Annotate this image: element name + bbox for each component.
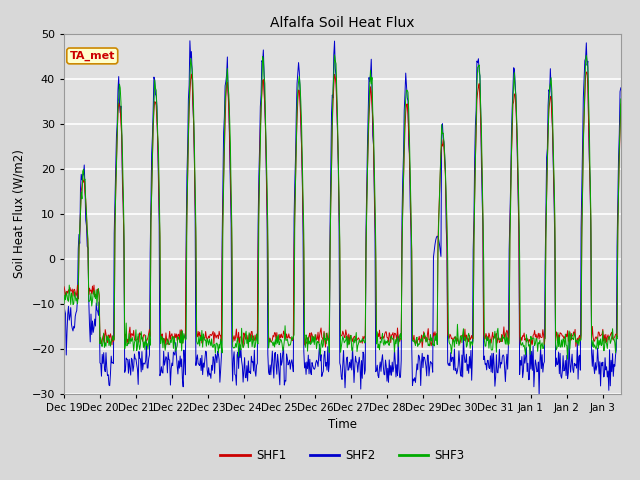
Y-axis label: Soil Heat Flux (W/m2): Soil Heat Flux (W/m2) — [13, 149, 26, 278]
Title: Alfalfa Soil Heat Flux: Alfalfa Soil Heat Flux — [270, 16, 415, 30]
Legend: SHF1, SHF2, SHF3: SHF1, SHF2, SHF3 — [216, 444, 469, 467]
X-axis label: Time: Time — [328, 418, 357, 431]
Text: TA_met: TA_met — [70, 51, 115, 61]
